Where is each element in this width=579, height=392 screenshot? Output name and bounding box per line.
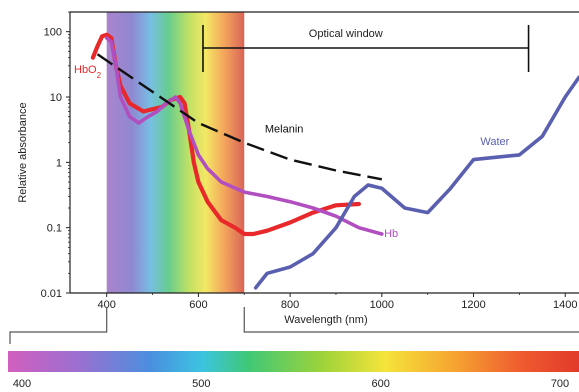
y-tick-label: 10 — [50, 92, 62, 104]
spectrum-bar-tick-label: 600 — [371, 378, 389, 390]
series-label-subscript: 2 — [97, 71, 102, 80]
y-axis-title: Relative absorbance — [17, 102, 29, 202]
x-axis: 400 600 800 1000 1200 1400 — [98, 293, 577, 311]
series-line-water — [253, 75, 579, 290]
x-tick-label: 400 — [98, 299, 116, 311]
y-axis: 0.01 0.1 1 10 100 — [41, 11, 70, 300]
spectrum-bracket — [9, 307, 579, 344]
x-tick-label: 600 — [189, 299, 207, 311]
bracket-right — [243, 307, 579, 333]
spectrum-color-bar — [8, 351, 579, 372]
plot-frame — [69, 11, 579, 294]
series-label-hbo: HbO2 — [74, 64, 102, 80]
series-line-hb — [104, 36, 384, 236]
x-tick-label: 800 — [281, 299, 299, 311]
series-lines — [90, 32, 579, 290]
spectrum-bar-tick-label: 700 — [551, 378, 569, 390]
x-tick-label: 1200 — [461, 299, 485, 311]
series-label-hb: Hb — [384, 228, 398, 240]
series-label-water: Water — [480, 136, 509, 148]
optical-window-label: Optical window — [309, 28, 383, 40]
x-tick-label: 1400 — [553, 299, 577, 311]
spectrum-bar-ticks: 400 500 600 700 — [13, 378, 569, 390]
optical-window-annotation: Optical window — [202, 25, 530, 72]
visible-spectrum-band — [106, 12, 245, 293]
x-axis-title: Wavelength (nm) — [284, 314, 367, 326]
spectrum-bar-tick-label: 500 — [192, 378, 210, 390]
series-labels: HbO2 Hb Water Melanin — [74, 64, 510, 240]
bracket-left — [9, 307, 108, 344]
y-tick-label: 1 — [56, 157, 62, 169]
y-tick-label: 0.1 — [47, 223, 62, 235]
y-tick-label: 0.01 — [41, 288, 62, 300]
series-label-melanin: Melanin — [265, 124, 304, 136]
x-tick-label: 1000 — [370, 299, 394, 311]
y-tick-label: 100 — [44, 27, 62, 39]
spectrum-bar-tick-label: 400 — [13, 378, 31, 390]
series-line-melanin — [96, 53, 383, 181]
